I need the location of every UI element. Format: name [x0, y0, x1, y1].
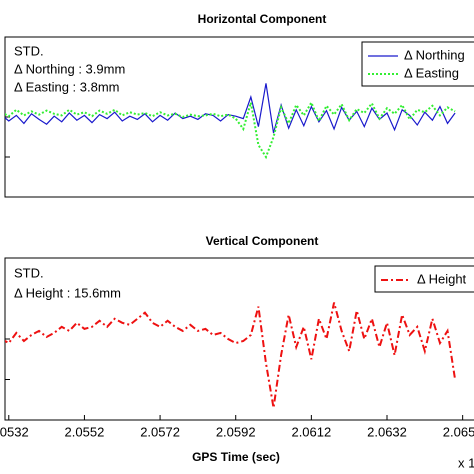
x-axis-label: GPS Time (sec): [192, 450, 280, 464]
x-tick-label: 2.0652: [443, 424, 474, 439]
legend-label: Δ Northing: [404, 47, 465, 62]
x-tick-label: 2.0632: [367, 424, 407, 439]
axis-multiplier: x 1: [458, 455, 474, 470]
annotation: Δ Height : 15.6mm: [14, 285, 121, 300]
plot-lines: [5, 83, 456, 160]
x-tick-label: 2.0552: [65, 424, 105, 439]
chart-title: Vertical Component: [206, 234, 319, 248]
x-tick-label: 2.0532: [0, 424, 29, 439]
legend-label: Δ Height: [417, 271, 467, 286]
annotation: STD.: [14, 43, 44, 58]
annotation: STD.: [14, 265, 44, 280]
plot-lines: [5, 302, 457, 409]
legend-label: Δ Easting: [404, 65, 459, 80]
chart-title: Horizontal Component: [198, 12, 327, 26]
annotation: Δ Easting : 3.8mm: [14, 79, 120, 94]
legend-box: [361, 41, 474, 87]
series-line: [5, 302, 457, 409]
annotation: Δ Northing : 3.9mm: [14, 61, 125, 76]
series-line: [5, 100, 456, 160]
x-tick-label: 2.0592: [216, 424, 256, 439]
x-tick-label: 2.0572: [140, 424, 180, 439]
x-tick-label: 2.0612: [291, 424, 331, 439]
